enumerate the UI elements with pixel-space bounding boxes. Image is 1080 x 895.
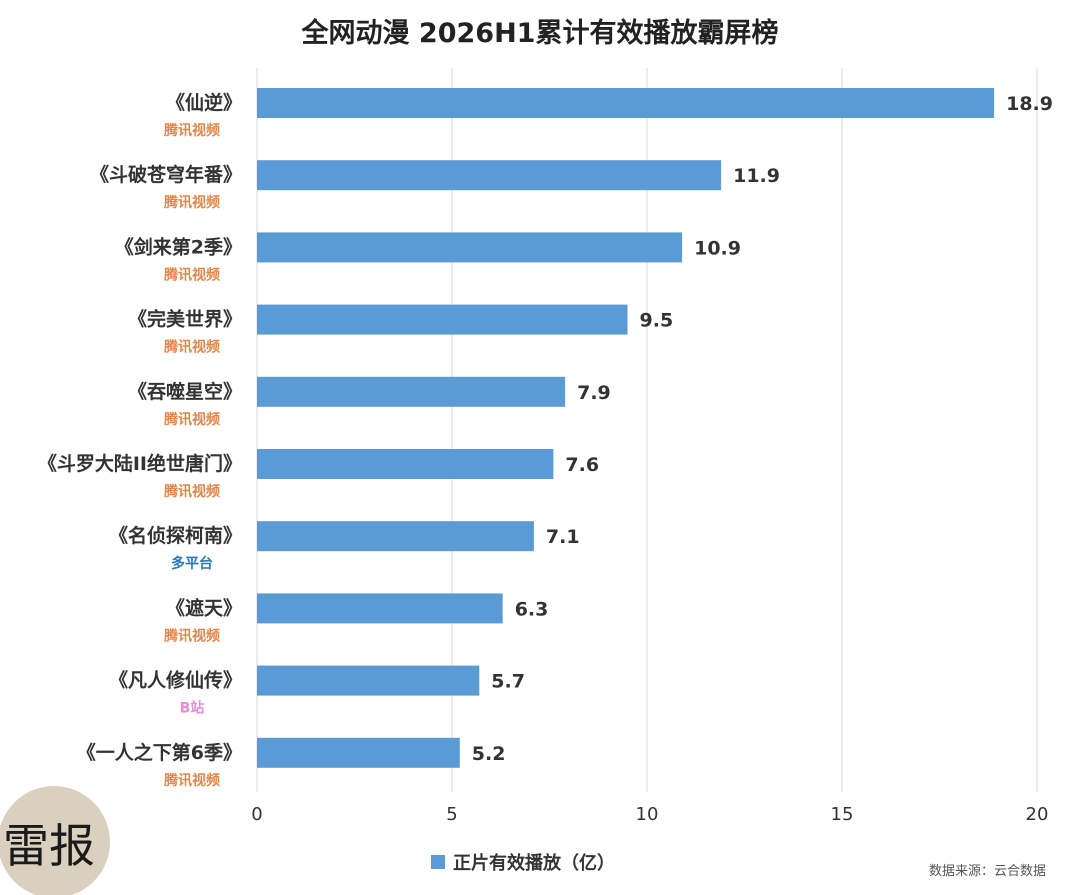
bar [257,521,534,552]
bars: 18.9 11.9 10.9 9.5 7.9 7.6 7.1 6.3 5.7 5.2 [257,88,1053,768]
bar [257,737,460,768]
platform-label: 腾讯视频 [164,194,220,211]
bar [257,304,628,335]
platform-label: 多平台 [171,555,213,572]
bar [257,376,566,407]
platform-label: 腾讯视频 [164,411,220,428]
value-label: 7.9 [577,382,611,404]
x-tick-label: 10 [636,804,659,825]
value-label: 7.1 [546,526,580,548]
value-label: 6.3 [515,598,549,620]
platform-label: 腾讯视频 [164,266,220,283]
x-tick-label: 15 [831,804,854,825]
value-label: 18.9 [1006,93,1053,115]
value-label: 7.6 [565,454,599,476]
value-label: 11.9 [733,165,780,187]
category-label: 《吞噬星空》 [128,380,242,403]
category-labels: 《仙逆》腾讯视频《斗破苍穹年番》腾讯视频《剑来第2季》腾讯视频《完美世界》腾讯视… [38,91,242,789]
platform-label: 腾讯视频 [164,122,220,139]
platform-label: 腾讯视频 [164,339,220,356]
legend: 正片有效播放（亿） [431,852,615,874]
x-tick-label: 20 [1026,804,1049,825]
bar [257,88,995,118]
source-note: 数据来源：云合数据 [929,864,1046,879]
category-label: 《剑来第2季》 [115,235,242,258]
platform-label: 腾讯视频 [164,483,220,500]
legend-swatch [431,855,445,869]
category-label: 《斗破苍穹年番》 [90,163,242,186]
watermark-circle [0,786,110,895]
value-label: 5.7 [491,671,525,693]
bar [257,665,480,696]
category-label: 《名侦探柯南》 [109,524,242,547]
category-label: 《仙逆》 [166,91,242,114]
watermark-text: 雷报 [3,819,95,873]
x-tick-label: 5 [446,804,457,825]
legend-label: 正片有效播放（亿） [453,852,615,874]
x-tick-label: 0 [251,804,262,825]
category-label: 《凡人修仙传》 [109,669,242,692]
bar [257,449,554,479]
category-label: 《完美世界》 [128,308,242,331]
category-label: 《斗罗大陆II绝世唐门》 [38,452,242,475]
bar [257,593,503,624]
bar [257,232,683,263]
chart-title: 全网动漫 2026H1累计有效播放霸屏榜 [301,17,779,49]
platform-label: B站 [180,700,205,717]
platform-label: 腾讯视频 [164,772,220,789]
value-label: 5.2 [472,743,506,765]
platform-label: 腾讯视频 [164,627,220,644]
watermark-logo: 雷报 [0,786,110,895]
x-axis-ticks: 0 5 10 15 20 [251,804,1048,825]
category-label: 《遮天》 [166,596,242,619]
bar [257,160,722,191]
category-label: 《一人之下第6季》 [77,741,242,764]
value-label: 10.9 [694,237,741,259]
value-label: 9.5 [640,310,674,332]
